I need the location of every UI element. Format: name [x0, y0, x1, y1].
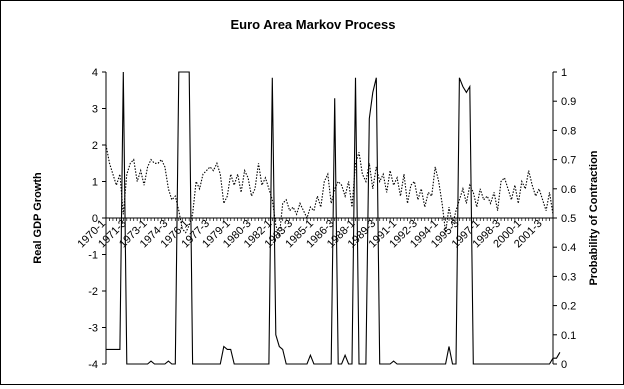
y-tick-label: 4 — [92, 67, 98, 79]
y2-tick-label: 0.4 — [561, 242, 576, 254]
y2-tick-label: 1 — [561, 67, 567, 79]
y2-tick-label: 0.1 — [561, 330, 576, 342]
y2-tick-label: 0.6 — [561, 184, 576, 196]
y-tick-label: -3 — [88, 323, 98, 335]
y2-tick-label: 0.2 — [561, 301, 576, 313]
y-tick-label: -2 — [88, 286, 98, 298]
y2-tick-label: 0.8 — [561, 125, 576, 137]
y-tick-label: 3 — [92, 104, 98, 116]
y2-tick-label: 0.7 — [561, 155, 576, 167]
y2-tick-label: 0.9 — [561, 96, 576, 108]
y-axis-title: Real GDP Growth — [32, 172, 44, 264]
y2-axis-title: Probability of Contraction — [588, 150, 600, 285]
y-tick-label: 1 — [92, 177, 98, 189]
y-tick-label: -1 — [88, 250, 98, 262]
y2-tick-label: 0 — [561, 359, 567, 371]
chart-title: Euro Area Markov Process — [231, 17, 396, 32]
contraction-probability-line — [106, 71, 561, 365]
y-tick-label: 2 — [92, 140, 98, 152]
series-group — [105, 71, 561, 365]
y-tick-label: -4 — [88, 359, 98, 371]
y-tick-label: 0 — [92, 213, 98, 225]
gdp-growth-line — [105, 144, 554, 237]
y2-tick-label: 0.3 — [561, 271, 576, 283]
axes-group: 4 3 2 1 0 -1 -2 -3 -4 1 0.9 0.8 0.7 0.6 0.5 0.4 0.3 0.2 0.… — [75, 67, 576, 371]
y2-tick-label: 0.5 — [561, 213, 576, 225]
